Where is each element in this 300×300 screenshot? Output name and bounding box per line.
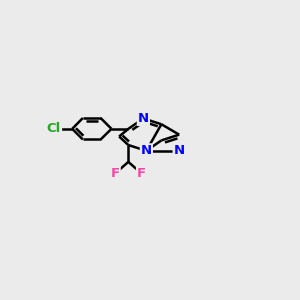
Text: F: F — [137, 167, 146, 180]
Text: N: N — [141, 144, 152, 157]
Text: N: N — [138, 112, 149, 125]
Text: Cl: Cl — [47, 122, 61, 135]
Text: F: F — [111, 167, 120, 180]
Text: N: N — [174, 144, 185, 157]
